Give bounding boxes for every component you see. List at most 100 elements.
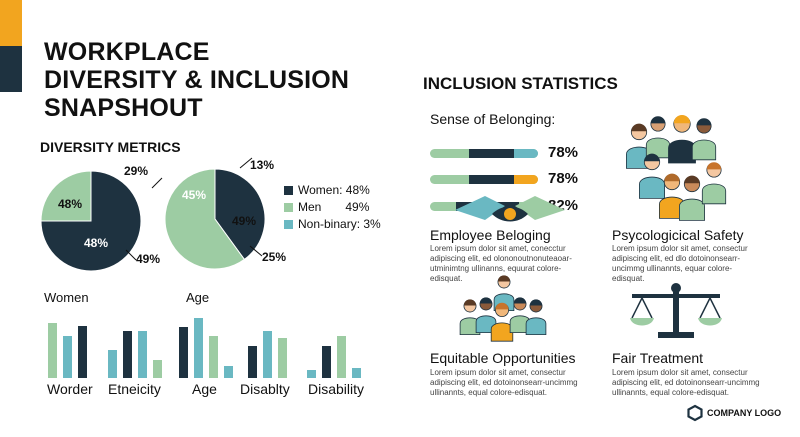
bar-3-1 [179, 327, 188, 378]
person-body [701, 183, 727, 205]
company-logo-text: COMPANY LOGO [707, 408, 782, 418]
legend-item-nonbinary: Non-binary: 3% [284, 216, 381, 232]
pie-2-bottom-leader [249, 245, 263, 257]
pie-2-slice-2 [164, 168, 246, 270]
pie-chart-1 [40, 170, 163, 272]
person-body [679, 198, 705, 221]
bar-1-3 [78, 326, 87, 378]
person-hair [706, 162, 722, 170]
person-hair [631, 123, 647, 132]
pie-1-top-label: 29% [124, 164, 149, 178]
bar-category-label: Disability [308, 381, 365, 397]
grouped-bar-chart [48, 318, 361, 378]
pie-chart-2 [164, 157, 266, 270]
bar-4-1 [248, 346, 257, 378]
bar-1-1 [48, 323, 57, 378]
pie-1-green-label: 48% [58, 197, 83, 211]
person-hair [696, 118, 712, 126]
bar-4-3 [278, 338, 287, 378]
pie-2-top-label: 13% [250, 158, 275, 172]
bar-group-title-age: Age [186, 290, 210, 305]
person-body [490, 322, 514, 342]
bar-5-1 [307, 370, 316, 378]
card-body-employee-belonging: Lorem ipsum dolor sit amet, conecctur ad… [430, 244, 572, 283]
person-hair [664, 173, 680, 182]
bar-2-1 [108, 350, 117, 378]
person-hair [529, 299, 543, 306]
progress-track [430, 149, 538, 158]
card-body-equitable-opportunities: Lorem ipsum dolor sit amet, consectur ad… [430, 368, 578, 397]
card-body-psychological-safety: Lorem ipsum dolor sit amet, consectur ad… [612, 244, 748, 283]
sense-of-belonging-title: Sense of Belonging: [430, 111, 556, 127]
progress-cap [514, 149, 538, 158]
pie-1-bottom-label: 49% [136, 252, 161, 266]
progress-track [430, 175, 538, 184]
pie-1-slice-2 [40, 170, 92, 222]
card-title-psychological-safety: Psycologicical Safety [612, 227, 744, 243]
bar-2-4 [153, 360, 162, 378]
bar-5-3 [337, 336, 346, 378]
belonging-row-2: 78% [430, 170, 580, 188]
person-body [668, 139, 696, 164]
bar-3-4 [224, 366, 233, 378]
title-line-3: SNAPSHOUT [44, 94, 203, 122]
person-body [691, 139, 717, 161]
person-hair [650, 116, 666, 124]
person-hair [684, 175, 700, 184]
legend-swatch-teal [284, 219, 293, 229]
person-hair [644, 153, 660, 162]
progress-value-label: 78% [548, 144, 579, 161]
bar-4-2 [263, 331, 272, 378]
page-title: WORKPLACE DIVERSITY & INCLUSION SNAPSHOU… [44, 38, 349, 122]
bar-5-4 [352, 368, 361, 378]
card-title-equitable-opportunities: Equitable Opportunities [430, 350, 576, 366]
person-body [639, 176, 665, 199]
person-body [525, 317, 547, 335]
person-hair [495, 302, 509, 310]
progress-cap [514, 175, 538, 184]
person-hair [673, 115, 691, 124]
title-line-1: WORKPLACE [44, 38, 210, 66]
company-logo: COMPANY LOGO [687, 404, 782, 422]
person-hair [497, 275, 511, 282]
person-hair [513, 297, 527, 304]
bar-category-label: Disablty [240, 381, 290, 397]
bar-1-2 [63, 336, 72, 378]
progress-fill [468, 175, 515, 184]
pie-2-dark-label: 45% [182, 188, 207, 202]
pie-1-dark-label: 48% [84, 236, 109, 250]
hexagon-logo-icon [687, 404, 703, 422]
progress-value-label: 78% [548, 170, 579, 187]
bar-category-label: Etneicity [108, 381, 161, 397]
diversity-metrics-heading: DIVERSITY METRICS [40, 139, 181, 155]
corner-accent-block [0, 0, 22, 46]
legend-swatch-dark [284, 185, 293, 195]
progress-fill [468, 149, 515, 158]
handshake-icon [455, 196, 565, 222]
person-hair [463, 299, 477, 306]
bar-3-3 [209, 336, 218, 378]
legend-swatch-green [284, 202, 293, 212]
card-title-employee-belonging: Employee Beloging [430, 227, 551, 243]
legend-item-women: Women: 48% [284, 182, 381, 198]
pie-2-top-leader [239, 157, 253, 169]
bar-2-3 [138, 331, 147, 378]
people-group-icon [626, 115, 727, 221]
pie-2-bottom-label: 25% [262, 250, 287, 264]
legend-value-men: 49% [345, 200, 370, 214]
legend-label-men: Men [298, 200, 322, 214]
belonging-row-1: 78% [430, 144, 580, 162]
pie-2-green-label: 49% [232, 214, 257, 228]
diverse-team-icon [459, 275, 547, 342]
pie-1-top-leader [151, 177, 163, 189]
card-body-fair-treatment: Lorem ipsum dolor sit amet, consectur ad… [612, 368, 760, 397]
corner-dark-block [0, 46, 22, 92]
legend-item-men: Men 49% [284, 199, 381, 215]
bar-3-2 [194, 318, 203, 378]
pie-1-slice-1 [40, 170, 142, 272]
chart-legend: Women: 48% Men 49% Non-binary: 3% [284, 182, 381, 233]
pie-1-bottom-leader [125, 249, 137, 261]
inclusion-statistics-heading: INCLUSION STATISTICS [423, 74, 618, 93]
bar-5-2 [322, 346, 331, 378]
bar-group-title-women: Women [44, 290, 89, 305]
